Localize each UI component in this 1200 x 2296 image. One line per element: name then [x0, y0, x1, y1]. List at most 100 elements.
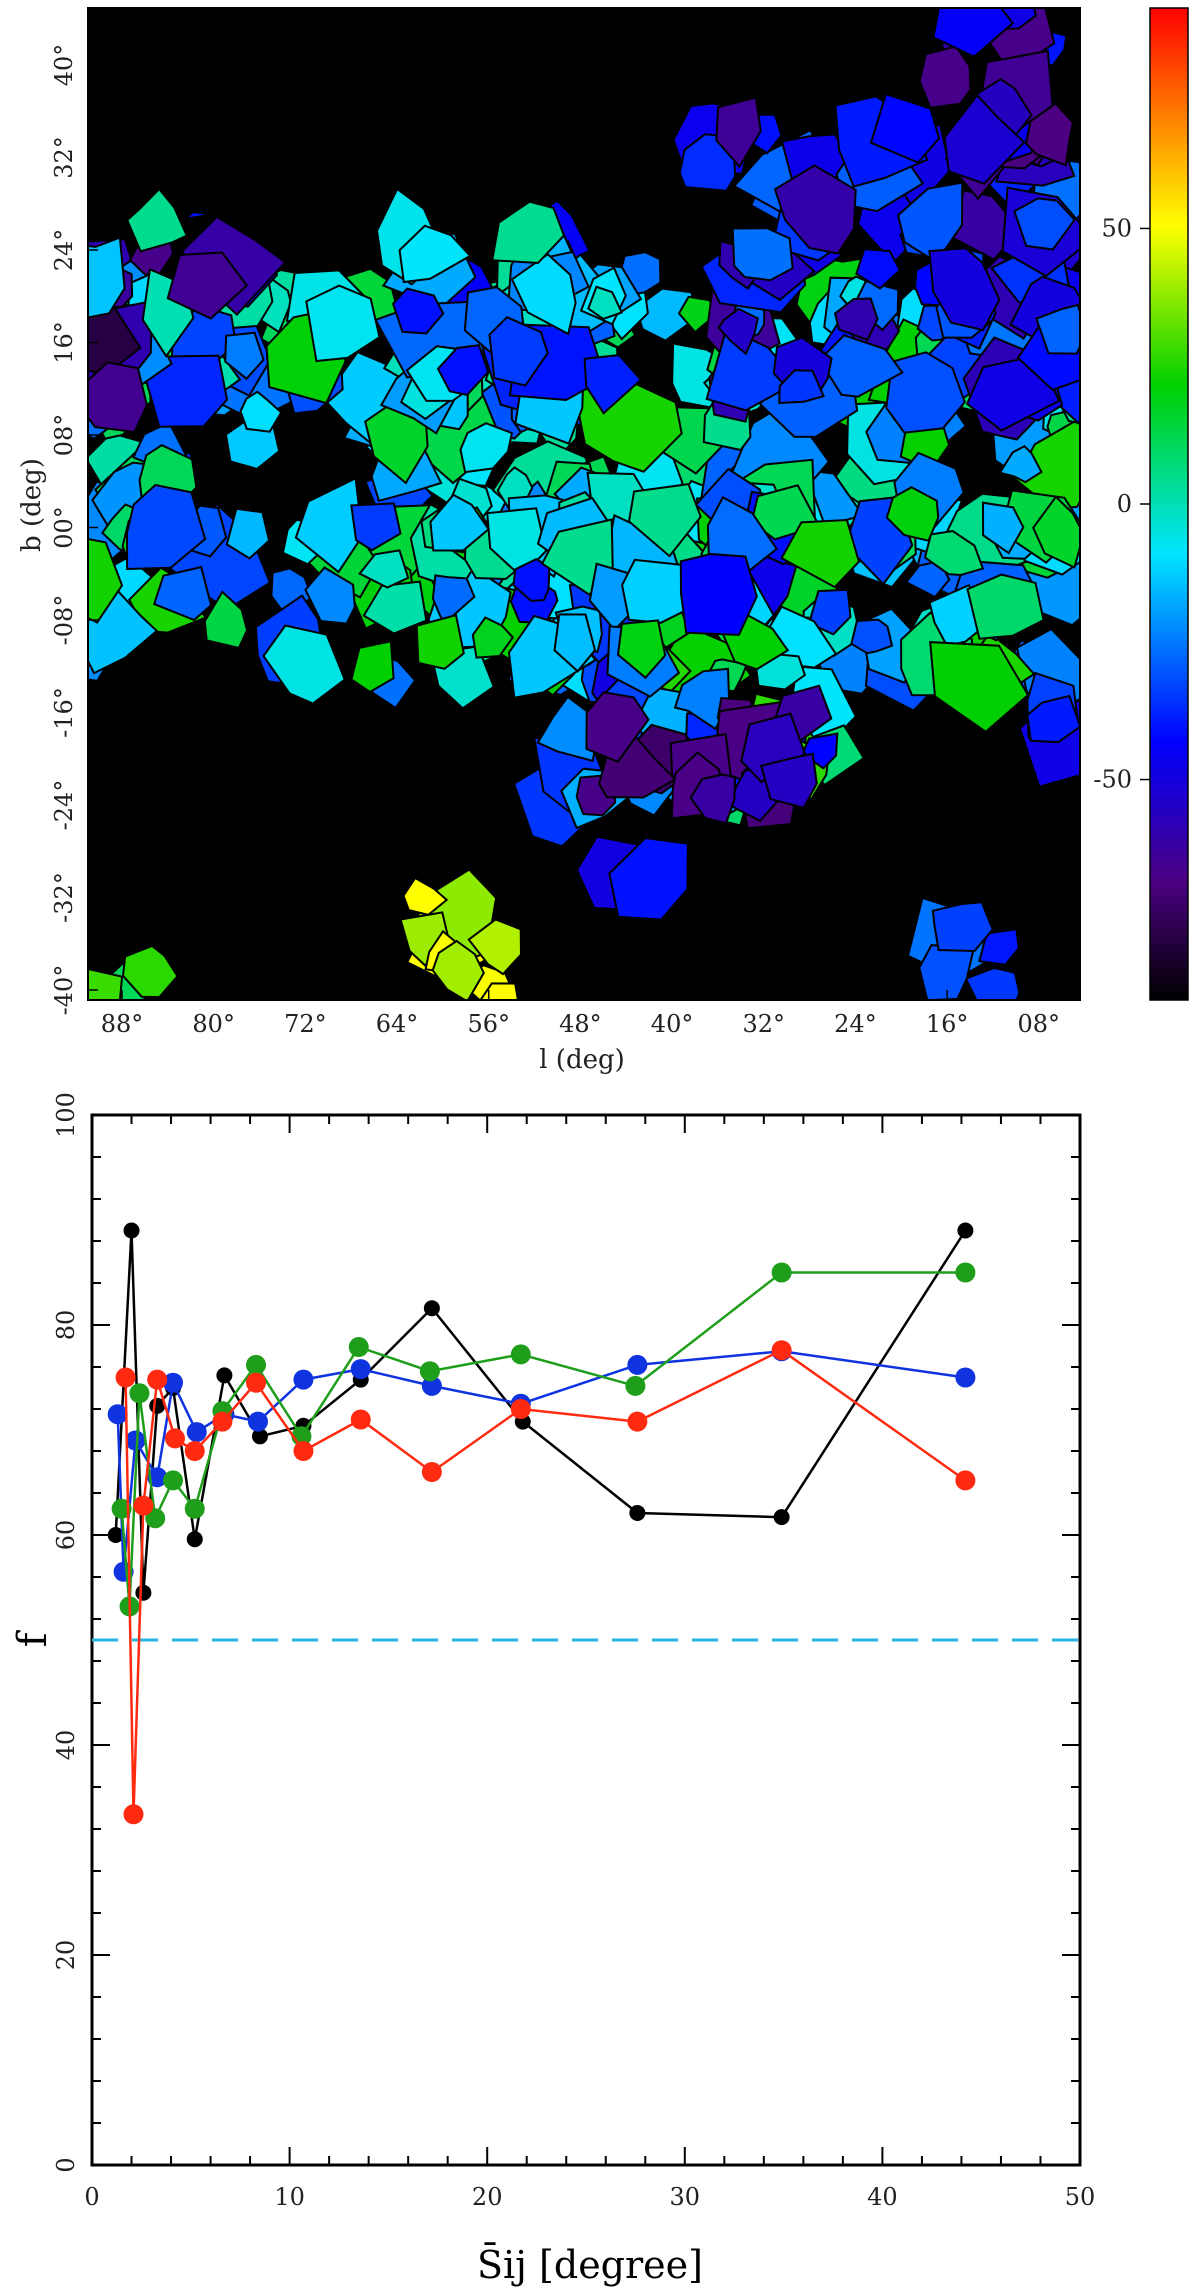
series-2-point [771, 1262, 792, 1283]
colorbar: 50 0 -50 [1093, 7, 1189, 1001]
map-cell-434 [585, 691, 650, 763]
y-axis-label: f [10, 1629, 56, 1647]
map-cell-243 [966, 573, 1045, 640]
series-3-point [133, 1495, 154, 1516]
map-cell-326 [731, 227, 794, 282]
y-tick-label: 20 [52, 1940, 80, 1971]
sky-map-y-ticks: 40° 32° 24° 16° 08° 00° -08° -16° -24° -32° -40° [50, 44, 98, 1015]
map-cell-257 [225, 507, 271, 560]
map-y-tick-label: 08° [50, 414, 78, 457]
series-1-point [247, 1411, 268, 1432]
series-1-point [627, 1354, 648, 1375]
map-cell-365 [88, 361, 148, 434]
map-cell-364 [166, 251, 249, 320]
map-cell-420 [673, 667, 731, 731]
series-3-point [115, 1367, 136, 1388]
sky-map-cells [88, 8, 1080, 1000]
series-1-point [350, 1359, 371, 1380]
map-x-tick-label: 56° [467, 1010, 510, 1038]
x-tick-label: 30 [670, 2183, 701, 2211]
map-cell-240 [459, 422, 514, 474]
series-1-point [421, 1375, 442, 1396]
map-cell-328 [869, 92, 941, 164]
y-tick-label: 80 [52, 1310, 80, 1341]
colorbar-tick-label: 0 [1117, 490, 1132, 518]
map-cell-366 [88, 236, 126, 319]
colorbar-tick-label: -50 [1093, 766, 1132, 794]
series-3-point [421, 1462, 442, 1482]
map-cell-489 [931, 901, 994, 953]
x-tick-label: 50 [1065, 2183, 1096, 2211]
colorbar-gradient [1149, 7, 1189, 1001]
series-2-point [625, 1375, 646, 1396]
map-x-tick-label: 16° [926, 1010, 969, 1038]
series-0-point [773, 1509, 790, 1526]
series-1-point [107, 1404, 128, 1425]
map-cell-425 [780, 518, 861, 589]
map-x-tick-label: 40° [651, 1010, 694, 1038]
map-y-tick-label: 16° [50, 321, 78, 364]
map-cell-472 [391, 287, 445, 335]
x-tick-label: 40 [867, 2183, 898, 2211]
map-cell-484 [88, 967, 124, 1000]
map-cell-421 [679, 552, 758, 636]
series-2-point [510, 1344, 531, 1365]
series-2-point [955, 1262, 976, 1283]
map-cell-225 [350, 502, 402, 552]
line-chart-series [107, 1222, 976, 1825]
map-cell-331 [773, 164, 857, 255]
map-cell-218 [262, 624, 347, 705]
map-cell-361 [181, 215, 287, 317]
map-cell-344 [932, 8, 1015, 58]
map-cell-438 [760, 752, 818, 809]
colorbar-ticks: 50 0 -50 [1093, 214, 1150, 794]
series-3-point [147, 1369, 168, 1390]
series-3-point [212, 1411, 233, 1432]
map-cell-419 [553, 613, 597, 673]
map-cell-238 [981, 501, 1025, 555]
map-x-tick-label: 80° [192, 1010, 235, 1038]
map-cell-219 [923, 529, 985, 577]
series-2-point [348, 1337, 369, 1358]
series-2-point [129, 1383, 150, 1404]
series-2-point [184, 1498, 205, 1519]
series-0-point [957, 1222, 974, 1239]
map-x-tick-label: 32° [742, 1010, 785, 1038]
x-tick-label: 10 [274, 2183, 305, 2211]
series-3-point [246, 1372, 267, 1393]
map-cell-297 [855, 248, 902, 290]
map-y-tick-label: -16° [50, 687, 78, 738]
map-cell-345 [943, 93, 1026, 185]
map-cell-350 [224, 331, 265, 381]
map-cell-191 [850, 618, 894, 655]
x-tick-label: 20 [472, 2183, 503, 2211]
map-cell-341 [918, 45, 972, 109]
series-0-point [135, 1584, 152, 1601]
y-tick-label: 60 [52, 1520, 80, 1551]
sky-map-x-label: l (deg) [539, 1045, 625, 1075]
map-cell-226 [429, 493, 490, 552]
series-0-point [107, 1527, 124, 1543]
series-3-point [164, 1428, 185, 1449]
series-0-point [423, 1300, 440, 1317]
x-tick-label: 0 [84, 2183, 99, 2211]
map-cell-325 [717, 307, 759, 356]
map-x-tick-label: 64° [376, 1010, 419, 1038]
series-1-point [125, 1430, 146, 1451]
map-cell-439 [689, 773, 737, 825]
map-cell-157 [362, 580, 428, 635]
map-cell-487 [964, 966, 1021, 1000]
series-2-point [145, 1508, 166, 1529]
map-cell-179 [239, 390, 283, 433]
map-cell-463 [583, 354, 643, 415]
map-cell-399 [807, 588, 852, 636]
series-1-point [147, 1467, 168, 1488]
series-3-point [510, 1399, 531, 1419]
map-cell-261 [203, 590, 249, 650]
map-x-tick-label: 88° [101, 1010, 144, 1038]
sky-map-y-label: b (deg) [17, 458, 47, 552]
map-cell-477 [467, 918, 523, 976]
map-cell-209 [294, 476, 364, 574]
map-cell-301 [705, 326, 799, 412]
series-3-point [184, 1441, 205, 1461]
